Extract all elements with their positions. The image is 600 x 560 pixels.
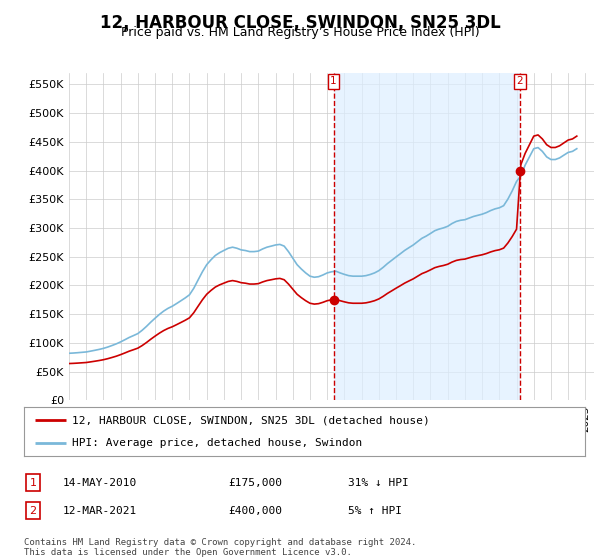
Text: £400,000: £400,000 [228, 506, 282, 516]
Bar [334, 73, 520, 400]
Text: 1: 1 [29, 478, 37, 488]
Text: 12, HARBOUR CLOSE, SWINDON, SN25 3DL (detached house): 12, HARBOUR CLOSE, SWINDON, SN25 3DL (de… [71, 416, 430, 426]
Text: Contains HM Land Registry data © Crown copyright and database right 2024.
This d: Contains HM Land Registry data © Crown c… [24, 538, 416, 557]
Text: HPI: Average price, detached house, Swindon: HPI: Average price, detached house, Swin… [71, 438, 362, 448]
Text: 31% ↓ HPI: 31% ↓ HPI [348, 478, 409, 488]
Text: 12-MAR-2021: 12-MAR-2021 [63, 506, 137, 516]
Text: 2: 2 [517, 76, 523, 86]
Text: 1: 1 [330, 76, 337, 86]
Text: 5% ↑ HPI: 5% ↑ HPI [348, 506, 402, 516]
Text: 2: 2 [29, 506, 37, 516]
Text: £175,000: £175,000 [228, 478, 282, 488]
Text: 12, HARBOUR CLOSE, SWINDON, SN25 3DL: 12, HARBOUR CLOSE, SWINDON, SN25 3DL [100, 14, 500, 32]
Text: 14-MAY-2010: 14-MAY-2010 [63, 478, 137, 488]
Text: Price paid vs. HM Land Registry’s House Price Index (HPI): Price paid vs. HM Land Registry’s House … [121, 26, 479, 39]
